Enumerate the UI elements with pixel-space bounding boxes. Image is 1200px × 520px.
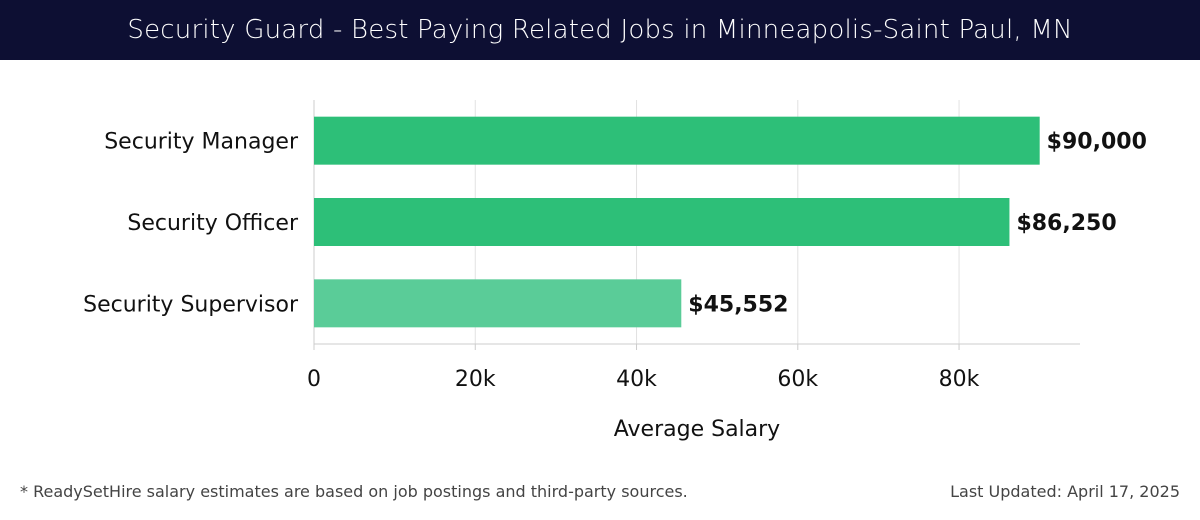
chart-title-bar: Security Guard - Best Paying Related Job… (0, 0, 1200, 60)
bar-value-label: $45,552 (688, 292, 788, 317)
x-tick-label: 20k (455, 367, 496, 392)
footer-last-updated: Last Updated: April 17, 2025 (950, 482, 1180, 501)
bar (314, 116, 1040, 165)
footer-disclaimer: * ReadySetHire salary estimates are base… (20, 482, 688, 501)
category-label: Security Supervisor (83, 292, 299, 317)
bar-value-label: $90,000 (1047, 130, 1147, 155)
salary-bar-chart: 0 20k 40k 60k 80k Security Manager $90,000 Secu… (83, 100, 1147, 442)
x-axis-title: Average Salary (614, 417, 780, 442)
bar-value-label: $86,250 (1016, 211, 1116, 236)
category-label: Security Officer (127, 211, 299, 236)
x-tick-label: 60k (777, 367, 818, 392)
bar (314, 198, 1010, 246)
x-tick-label: 40k (616, 367, 657, 392)
x-tick-label: 0 (307, 367, 321, 392)
x-tick-label: 80k (939, 367, 980, 392)
chart-title: Security Guard - Best Paying Related Job… (127, 15, 1073, 45)
category-label: Security Manager (104, 130, 299, 155)
bar (314, 279, 682, 328)
